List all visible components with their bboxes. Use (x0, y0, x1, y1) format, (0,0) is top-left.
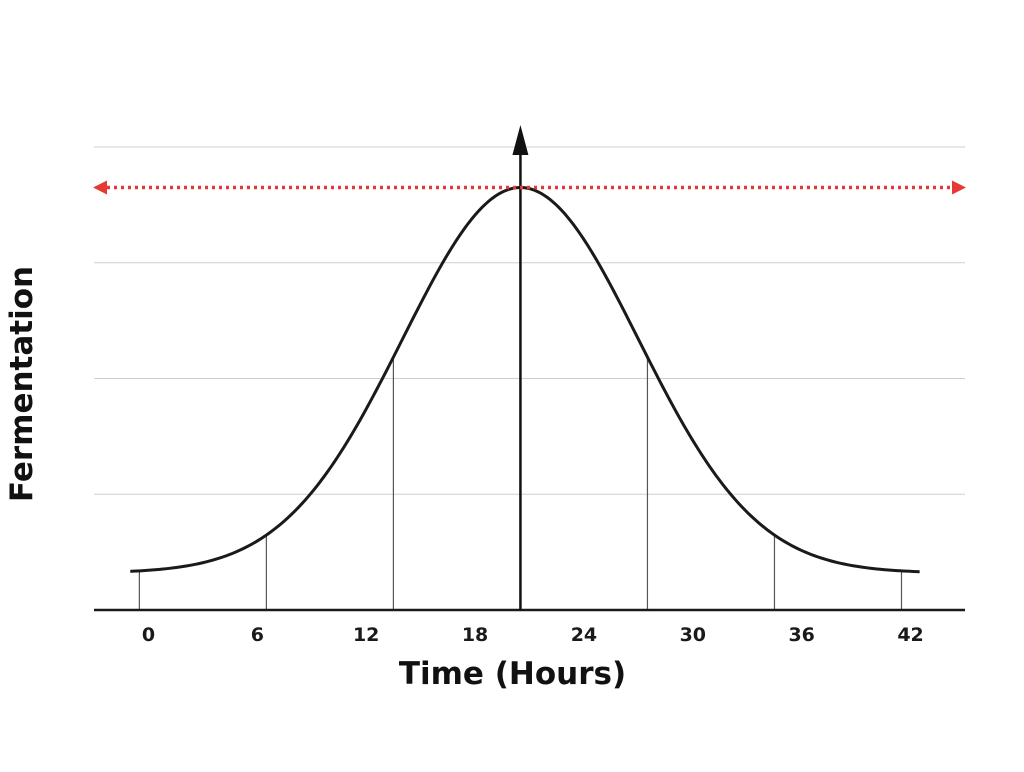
fermentation-curve (130, 186, 920, 574)
axes (94, 125, 965, 612)
x-tick-label-18: 18 (462, 624, 488, 646)
peak-arrow-up-icon (512, 125, 529, 155)
drop-lines (138, 357, 903, 610)
x-tick-label-6: 6 (251, 624, 264, 646)
labels: 0 6 12 18 24 30 36 42 Time (Hours) Fermentation (4, 266, 924, 692)
x-tick-label-42: 42 (897, 624, 923, 646)
x-tick-label-30: 30 (680, 624, 706, 646)
x-axis-title: Time (Hours) (399, 656, 626, 692)
y-axis-title: Fermentation (4, 266, 40, 502)
x-tick-label-24: 24 (571, 624, 597, 646)
gridlines (94, 146, 965, 495)
curve-layer (130, 186, 920, 574)
x-tick-label-36: 36 (788, 624, 814, 646)
x-tick-label-0: 0 (142, 624, 155, 646)
x-tick-label-12: 12 (353, 624, 379, 646)
